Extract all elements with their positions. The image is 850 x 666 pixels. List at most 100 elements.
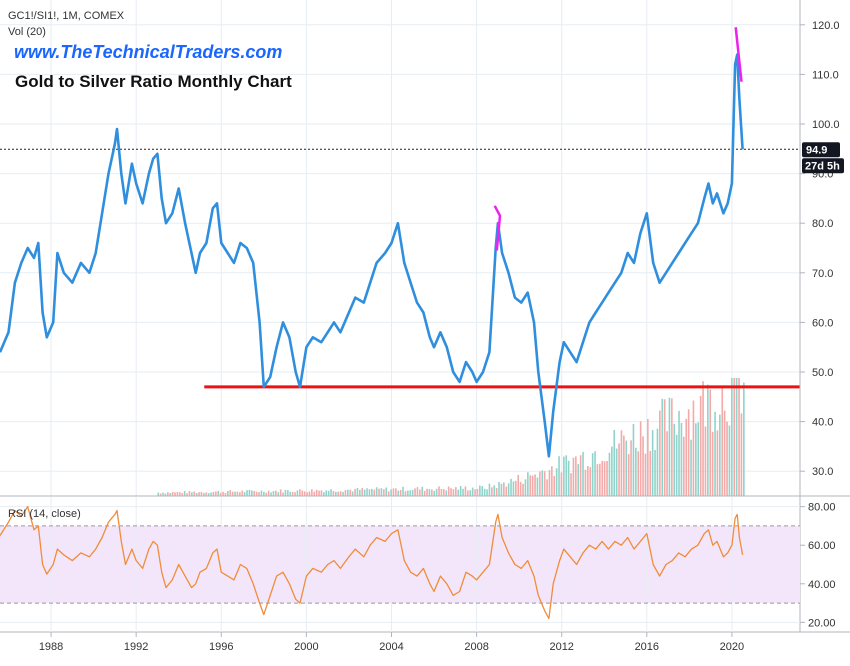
volume-bar (534, 474, 536, 496)
volume-bar (474, 489, 476, 496)
volume-bar (567, 460, 570, 496)
volume-bar (234, 491, 236, 496)
volume-bar (596, 464, 599, 496)
volume-bar (683, 436, 685, 496)
price-axis-label: 120.0 (812, 20, 840, 32)
volume-bar (375, 487, 378, 496)
volume-bar (577, 464, 580, 496)
volume-bar (387, 491, 390, 496)
rsi-axis[interactable]: 20.00 40.00 60.00 80.00 (800, 502, 836, 630)
volume-bar (707, 384, 709, 496)
volume-bar (565, 455, 568, 496)
volume-bar (536, 477, 539, 496)
volume-bar (740, 413, 743, 496)
volume-bar (402, 486, 404, 496)
volume-bar (179, 492, 181, 496)
volume-bar (651, 430, 654, 496)
volume-bar (627, 454, 630, 496)
volume-bar (284, 489, 287, 496)
volume-bar (618, 443, 620, 496)
volume-bar (716, 430, 719, 496)
volume-bar (423, 490, 426, 496)
volume-bar (306, 492, 308, 496)
volume-bar (519, 481, 522, 496)
volume-bar (174, 492, 176, 496)
rsi-axis-label: 80.00 (808, 502, 836, 514)
volume-bar (666, 431, 668, 496)
volume-bar (615, 448, 618, 496)
volume-bar (426, 488, 428, 496)
volume-bar (217, 490, 220, 496)
volume-bar (579, 455, 582, 496)
rsi-pane[interactable]: RSI (14, close) (0, 497, 800, 632)
volume-bar (723, 410, 726, 496)
volume-bar (671, 398, 673, 496)
volume-bar (467, 490, 469, 496)
volume-bar (287, 490, 289, 496)
volume-bar (344, 490, 347, 496)
volume-bar (212, 491, 215, 496)
time-axis-label: 2012 (549, 641, 573, 653)
volume-bar (421, 486, 424, 496)
volume-bar (575, 456, 577, 496)
volume-bar (594, 451, 596, 496)
volume-bar (325, 490, 328, 496)
volume-bar (203, 492, 205, 496)
volume-bar (570, 473, 572, 496)
volume-bar (709, 389, 712, 496)
volume-bar (373, 489, 376, 496)
volume-bar (349, 489, 352, 496)
countdown-badge-text: 27d 5h (805, 160, 840, 172)
volume-bar (668, 397, 671, 496)
volume-bar (260, 490, 263, 496)
volume-bar (541, 470, 544, 496)
volume-bar (711, 431, 714, 496)
volume-bar (270, 492, 272, 496)
volume-bar (443, 489, 445, 496)
volume-bar (383, 489, 385, 496)
volume-bar (543, 471, 546, 496)
rsi-axis-label: 20.00 (808, 617, 836, 629)
volume-bar (294, 492, 296, 496)
volume-bar (572, 457, 575, 496)
volume-bar (611, 446, 613, 496)
volume-bar (491, 487, 493, 496)
volume-bar (330, 489, 332, 496)
volume-bar (289, 491, 292, 496)
volume-bar (690, 439, 692, 496)
volume-bar (347, 489, 349, 496)
volume-bar (198, 492, 200, 496)
volume-bar (731, 378, 733, 496)
price-axis[interactable]: 30.040.050.060.070.080.090.0100.0110.012… (800, 20, 840, 478)
volume-bar (246, 490, 248, 496)
volume-bar (301, 490, 304, 496)
price-axis-label: 80.0 (812, 218, 833, 230)
volume-label: Vol (20) (8, 26, 46, 38)
volume-bar (721, 385, 724, 496)
volume-bar (493, 485, 496, 496)
volume-bar (399, 489, 402, 496)
volume-bar (303, 491, 306, 496)
volume-bar (507, 483, 510, 496)
time-axis[interactable]: 1988 1992 1996 2000 2004 2008 2012 2016 2020 (39, 632, 744, 653)
volume-bar (159, 493, 162, 496)
volume-bar (222, 491, 224, 496)
volume-bar (678, 410, 680, 496)
volume-bar (255, 491, 258, 496)
volume-bar (632, 424, 635, 496)
volume-bar (258, 492, 260, 496)
volume-bar (438, 486, 440, 496)
volume-bar (455, 487, 457, 496)
rsi-series-line (0, 505, 744, 620)
time-axis-label: 2020 (720, 641, 744, 653)
volume-bar (390, 489, 392, 496)
volume-bar (385, 487, 388, 496)
volume-bar (419, 489, 421, 496)
volume-bar (687, 409, 690, 496)
volume-bar (515, 480, 517, 496)
volume-bar (409, 490, 412, 496)
volume-bar (654, 450, 656, 496)
main-pane[interactable] (0, 0, 800, 496)
price-axis-label: 70.0 (812, 268, 833, 280)
